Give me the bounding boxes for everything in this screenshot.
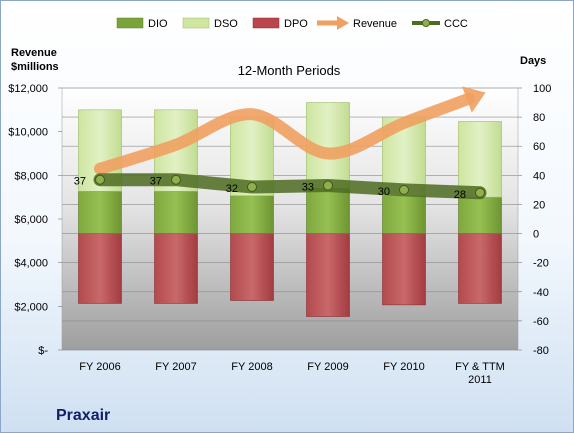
ccc-data-label: 30	[378, 186, 390, 198]
bar-dio	[306, 188, 350, 234]
legend-revenue-arrow-icon	[317, 16, 349, 30]
bar-dio	[154, 191, 198, 234]
revenue-line	[94, 92, 475, 175]
left-tick-label: $8,000	[14, 170, 48, 182]
ccc-point	[475, 187, 485, 198]
legend-ccc-line-icon	[412, 19, 440, 27]
ccc-line	[93, 173, 487, 200]
right-tick-label: -20	[533, 258, 549, 270]
ccc-point	[247, 181, 257, 192]
company-name: Praxair	[56, 407, 110, 424]
left-tick-label: $12,000	[8, 83, 48, 95]
bar-dio	[78, 191, 122, 234]
category-label: 2011	[468, 374, 492, 386]
right-tick-label: 40	[533, 170, 545, 182]
right-tick-label: -80	[533, 345, 549, 357]
ccc-point	[399, 184, 409, 195]
category-label: FY & TTM	[455, 361, 505, 373]
right-tick-label: 100	[533, 83, 551, 95]
category-label: FY 2006	[79, 361, 120, 373]
category-label: FY 2007	[155, 361, 196, 373]
ccc-data-label: 37	[74, 176, 86, 188]
ccc-data-label: 28	[454, 189, 466, 201]
category-label: FY 2008	[231, 361, 272, 373]
left-tick-label: $-	[38, 345, 48, 357]
revenue-series	[94, 86, 486, 175]
right-tick-label: 20	[533, 199, 545, 211]
legend-swatch-dpo	[252, 17, 280, 29]
ccc-point	[171, 174, 181, 185]
bar-dpo	[230, 233, 274, 301]
ccc-point	[323, 180, 333, 191]
revenue-arrowhead	[461, 86, 486, 113]
ccc-data-label: 33	[302, 182, 314, 194]
bar-dpo	[306, 233, 350, 317]
category-label: FY 2009	[307, 361, 348, 373]
left-tick-label: $10,000	[8, 127, 48, 139]
right-tick-label: -40	[533, 287, 549, 299]
bar-dpo	[154, 233, 198, 304]
bar-dso	[458, 121, 502, 198]
bar-dpo	[382, 233, 426, 306]
left-tick-label: $6,000	[14, 214, 48, 226]
right-tick-label: -60	[533, 316, 549, 328]
legend-swatch-dso	[182, 17, 210, 29]
right-axis-title: Days	[520, 55, 546, 67]
bar-dpo	[78, 233, 122, 304]
bar-dio	[230, 195, 274, 234]
left-axis-ticks: $- $2,000 $4,000 $6,000 $8,000 $10,000 $12,000	[8, 83, 62, 357]
chart-title: 12-Month Periods	[238, 63, 341, 78]
ccc-data-label: 37	[150, 176, 162, 188]
right-tick-label: 80	[533, 112, 545, 124]
ccc-series: 37 37 32 33 30 28	[74, 173, 487, 201]
legend-label-dso: DSO	[214, 18, 238, 30]
right-tick-label: 60	[533, 141, 545, 153]
legend-label-dio: DIO	[148, 18, 168, 30]
legend-label-ccc: CCC	[444, 18, 468, 30]
legend-label-revenue: Revenue	[353, 18, 397, 30]
bar-dpo	[458, 233, 502, 304]
left-tick-label: $2,000	[14, 301, 48, 313]
left-axis-title-line2: $millions	[11, 61, 59, 73]
right-axis-ticks: -80 -60 -40 -20 0 20 40 60 80 100	[518, 83, 551, 357]
right-tick-label: 0	[533, 229, 539, 241]
bar-dio	[382, 195, 426, 234]
legend-swatch-dio	[116, 17, 144, 29]
bar-dio	[458, 196, 502, 234]
category-labels: FY 2006 FY 2007 FY 2008 FY 2009 FY 2010 FY & …	[79, 361, 505, 386]
ccc-point	[95, 174, 105, 185]
ccc-data-label: 32	[226, 183, 238, 195]
legend-label-dpo: DPO	[284, 18, 308, 30]
category-label: FY 2010	[383, 361, 424, 373]
left-tick-label: $4,000	[14, 258, 48, 270]
left-axis-title-line1: Revenue	[11, 47, 57, 59]
legend: DIO DSO DPO Revenue CCC	[116, 16, 468, 30]
